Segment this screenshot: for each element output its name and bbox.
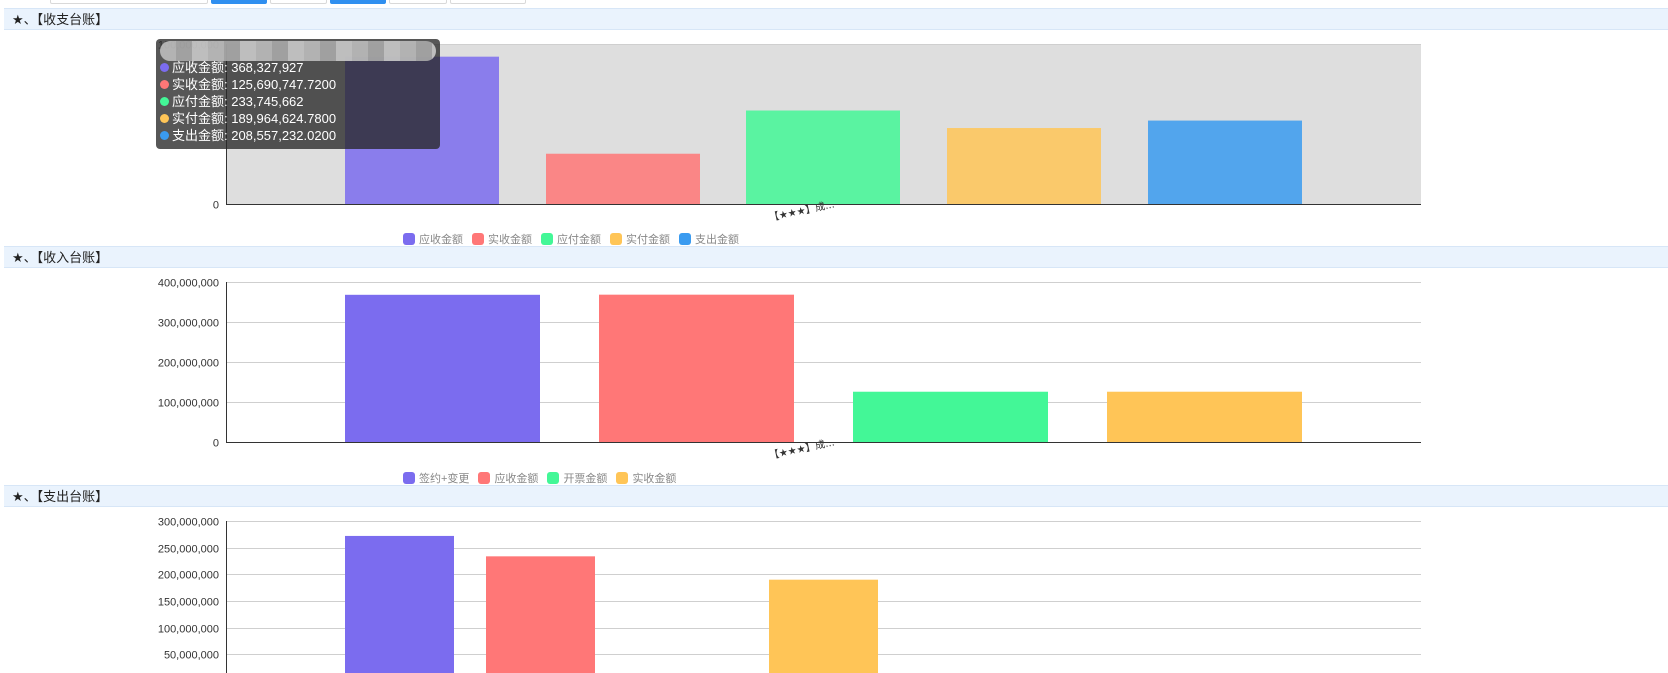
reset-button[interactable] (270, 0, 327, 4)
legend-item[interactable]: 应收金额 (478, 470, 538, 486)
legend-swatch (478, 472, 491, 484)
tooltip-row: 应付金额: 233,745,662 (160, 93, 304, 110)
tooltip-text: 应收金额: 368,327,927 (172, 60, 304, 75)
section-title: ★、【支出台账】 (12, 489, 109, 504)
tooltip-row: 实收金额: 125,690,747.7200 (160, 76, 336, 93)
chart-legend: 应收金额 实收金额 应付金额 实付金额 支出金额 (403, 232, 748, 246)
bar-4[interactable] (1107, 391, 1302, 442)
legend-item[interactable]: 实收金额 (472, 231, 532, 247)
tooltip-text: 实付金额: 189,964,624.7800 (172, 111, 337, 126)
export-button[interactable] (330, 0, 386, 4)
bar-2[interactable] (546, 153, 700, 204)
section-header-balance[interactable]: ★、【收支台账】 (4, 8, 1668, 30)
chart-tooltip: 应收金额: 368,327,927 实收金额: 125,690,747.7200 应… (156, 39, 440, 149)
bar-1[interactable] (345, 294, 540, 442)
y-tick-label: 50,000,000 (164, 650, 219, 662)
legend-label: 支出金额 (695, 234, 739, 246)
bar-4[interactable] (947, 128, 1101, 204)
bar-5[interactable] (1148, 120, 1302, 204)
section-header-expense[interactable]: ★、【支出台账】 (4, 485, 1668, 507)
y-tick-label: 400,000,000 (158, 278, 219, 290)
toolbar-button-5[interactable] (450, 0, 526, 4)
search-input[interactable] (50, 0, 208, 4)
y-tick-label: 100,000,000 (158, 624, 219, 636)
tooltip-dot (160, 97, 169, 107)
tooltip-dot (160, 131, 169, 141)
bar-2[interactable] (599, 294, 794, 442)
tooltip-text: 支出金额: 208,557,232.0200 (172, 128, 337, 143)
tooltip-text: 实收金额: 125,690,747.7200 (172, 77, 337, 92)
y-tick-label: 0 (213, 438, 219, 450)
legend-item[interactable]: 应付金额 (541, 231, 601, 247)
legend-swatch (610, 233, 622, 245)
legend-label: 实收金额 (632, 473, 677, 485)
tooltip-dot (160, 80, 169, 90)
bar-3[interactable] (853, 391, 1048, 442)
legend-label: 开票金额 (563, 473, 608, 485)
legend-swatch (679, 233, 691, 245)
legend-label: 应收金额 (494, 473, 539, 485)
legend-label: 实收金额 (488, 234, 532, 246)
y-tick-label: 300,000,000 (158, 318, 219, 330)
tooltip-dot (160, 114, 169, 124)
legend-item[interactable]: 应收金额 (403, 231, 463, 247)
bar-1[interactable] (345, 535, 454, 673)
tooltip-row: 实付金额: 189,964,624.7800 (160, 110, 336, 127)
legend-item[interactable]: 实收金额 (616, 470, 676, 486)
y-tick-label: 200,000,000 (158, 358, 219, 370)
legend-item[interactable]: 支出金额 (679, 231, 739, 247)
y-tick-label: 150,000,000 (158, 597, 219, 609)
legend-label: 签约+变更 (419, 473, 470, 485)
tooltip-dot (160, 63, 169, 73)
tooltip-row: 支出金额: 208,557,232.0200 (160, 127, 336, 144)
legend-swatch (403, 233, 415, 245)
y-tick-label: 200,000,000 (158, 570, 219, 582)
legend-label: 实付金额 (626, 234, 670, 246)
section-title: ★、【收入台账】 (12, 250, 109, 265)
y-tick-label: 0 (213, 200, 219, 212)
legend-label: 应付金额 (557, 234, 601, 246)
bar-3[interactable] (746, 110, 900, 204)
legend-swatch (472, 233, 484, 245)
legend-item[interactable]: 签约+变更 (403, 470, 469, 486)
section-header-income[interactable]: ★、【收入台账】 (4, 246, 1668, 268)
legend-swatch (616, 472, 629, 484)
y-tick-label: 300,000,000 (158, 517, 219, 529)
expense-bar-chart[interactable]: 050,000,000100,000,000150,000,000200,000… (0, 507, 1668, 673)
y-tick-label: 100,000,000 (158, 398, 219, 410)
income-bar-chart[interactable]: 0 100,000,000 200,000,000 300,000,000 400,00… (0, 268, 1668, 468)
bar-2[interactable] (486, 556, 595, 673)
legend-swatch (403, 472, 415, 484)
legend-swatch (541, 233, 553, 245)
legend-swatch (547, 472, 560, 484)
toolbar (0, 0, 1668, 6)
bar-4[interactable] (769, 579, 878, 673)
balance-bar-chart[interactable]: 0100,000,000【★★★】成... (0, 30, 1668, 258)
legend-item[interactable]: 开票金额 (547, 470, 607, 486)
chart-legend: 签约+变更 应收金额 开票金额 实收金额 (403, 471, 685, 485)
query-button[interactable] (211, 0, 267, 4)
toolbar-button-4[interactable] (389, 0, 447, 4)
legend-item[interactable]: 实付金额 (610, 231, 670, 247)
legend-label: 应收金额 (419, 234, 463, 246)
tooltip-title-blurred (160, 41, 436, 61)
tooltip-row: 应收金额: 368,327,927 (160, 59, 304, 76)
tooltip-text: 应付金额: 233,745,662 (172, 94, 304, 109)
section-title: ★、【收支台账】 (12, 12, 109, 27)
y-tick-label: 250,000,000 (158, 544, 219, 556)
